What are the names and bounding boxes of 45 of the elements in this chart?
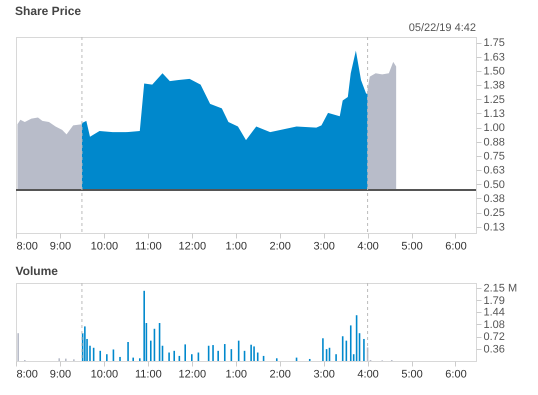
y-tick-label: 1.75	[484, 37, 505, 50]
y-tick-label: 0.63	[484, 164, 505, 177]
x-tick-label: 1:00	[226, 368, 247, 380]
x-tick-label: 11:00	[134, 240, 162, 252]
y-tick-label: 1.63	[484, 51, 505, 64]
x-tick-label: 3:00	[313, 240, 335, 252]
y-tick-label: 0.25	[484, 207, 505, 220]
x-tick-label: 9:00	[50, 240, 72, 252]
y-tick-label: 0.38	[484, 192, 505, 205]
y-tick-label: 1.79	[484, 294, 505, 307]
y-tick-label: 2.15 M	[484, 282, 518, 295]
y-tick-label: 1.25	[484, 94, 505, 106]
y-tick-label: 1.08	[484, 318, 505, 331]
x-tick-label: 6:00	[445, 240, 467, 252]
x-tick-label: 1:00	[226, 240, 247, 252]
x-tick-label: 5:00	[401, 240, 423, 252]
y-tick-label: 0.50	[484, 178, 505, 191]
x-tick-label: 11:00	[134, 368, 162, 380]
x-tick-label: 12:00	[178, 368, 206, 380]
x-tick-label: 2:00	[269, 368, 291, 380]
y-tick-label: 0.88	[484, 136, 505, 148]
y-tick-label: 0.72	[484, 331, 505, 344]
x-tick-label: 6:00	[445, 368, 467, 380]
x-tick-label: 12:00	[178, 240, 206, 252]
x-tick-label: 10:00	[90, 368, 118, 380]
x-tick-label: 8:00	[16, 368, 38, 380]
y-tick-label: 1.38	[484, 80, 505, 92]
chart-title: Share Price	[15, 4, 82, 18]
y-tick-label: 0.13	[484, 221, 505, 234]
y-tick-label: 1.13	[484, 108, 505, 120]
y-tick-label: 0.75	[484, 150, 505, 162]
y-tick-label: 1.44	[484, 306, 505, 319]
y-tick-label: 1.50	[484, 65, 505, 78]
x-tick-label: 5:00	[401, 368, 423, 380]
x-tick-label: 4:00	[357, 368, 379, 380]
x-tick-label: 2:00	[269, 240, 291, 252]
x-tick-label: 8:00	[16, 240, 38, 252]
chart-title: Volume	[16, 264, 58, 278]
y-tick-label: 1.00	[484, 122, 505, 134]
x-tick-label: 9:00	[50, 368, 72, 380]
x-tick-label: 10:00	[90, 240, 118, 252]
x-tick-label: 4:00	[357, 240, 379, 252]
x-tick-label: 3:00	[313, 368, 335, 380]
y-tick-label: 0.36	[484, 343, 505, 356]
text: 05/22/19 4:42	[408, 22, 476, 34]
